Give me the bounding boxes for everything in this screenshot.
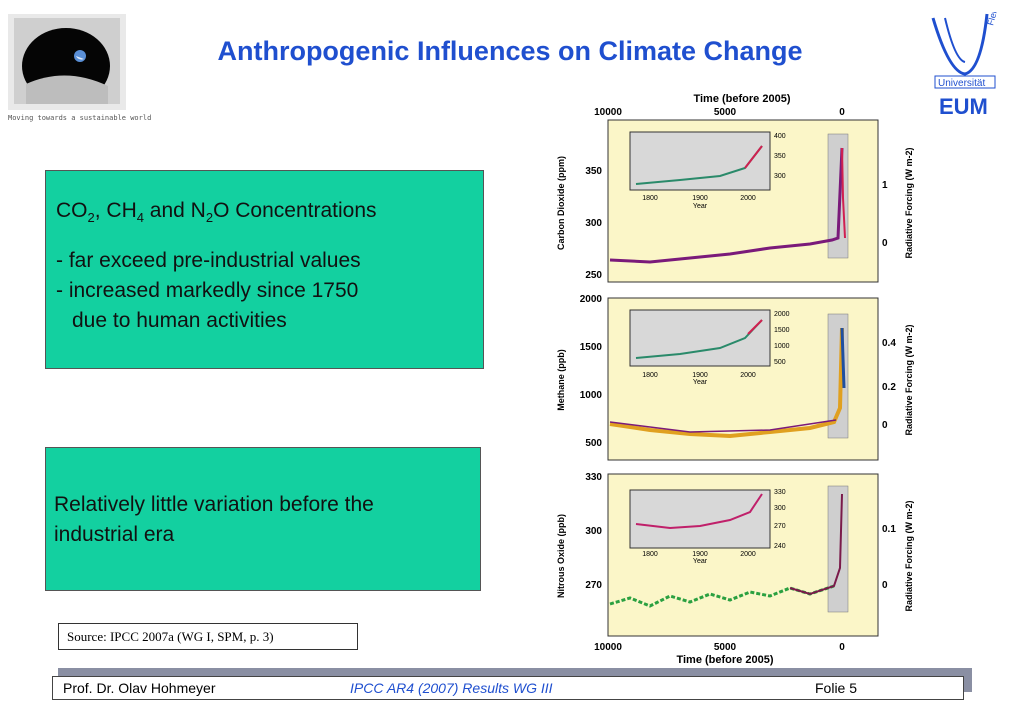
bottom-tick-10000: 10000 (594, 642, 622, 653)
svg-text:330: 330 (585, 472, 602, 483)
bottom-tick-0: 0 (839, 642, 845, 653)
top-axis-title: Time (before 2005) (693, 93, 790, 105)
n2o-rlabel: Radiative Forcing (W m-2) (904, 500, 914, 611)
n2o-panel: Nitrous Oxide (ppb) 330 300 270 0.1 0 Ra… (556, 472, 914, 637)
bullet-line-1: - far exceed pre-industrial values (56, 249, 361, 272)
svg-text:270: 270 (585, 580, 602, 591)
svg-text:350: 350 (585, 166, 602, 177)
logo-text-eum: EUM (939, 94, 988, 119)
svg-text:1500: 1500 (580, 342, 603, 353)
top-tick-5000: 5000 (714, 107, 737, 118)
svg-text:350: 350 (774, 153, 786, 160)
bottom-tick-5000: 5000 (714, 642, 737, 653)
methane-rlabel: Radiative Forcing (W m-2) (904, 324, 914, 435)
svg-text:300: 300 (774, 173, 786, 180)
svg-text:1800: 1800 (642, 551, 658, 558)
svg-text:0.2: 0.2 (882, 382, 896, 393)
svg-text:1000: 1000 (774, 343, 790, 350)
svg-text:Year: Year (693, 203, 708, 210)
n2o-ylabel: Nitrous Oxide (ppb) (556, 514, 566, 598)
svg-text:Year: Year (693, 379, 708, 386)
svg-text:0.4: 0.4 (882, 338, 896, 349)
logo-caption: Moving towards a sustainable world (8, 114, 152, 122)
svg-text:1800: 1800 (642, 372, 658, 379)
svg-text:270: 270 (774, 523, 786, 530)
logo-text-universitaet: Universität (938, 78, 985, 89)
svg-text:500: 500 (585, 438, 602, 449)
ipcc-figure: Time (before 2005) 10000 5000 0 Carbon D… (550, 88, 920, 668)
svg-text:1000: 1000 (580, 390, 603, 401)
svg-text:1900: 1900 (692, 372, 708, 379)
footer-bar: Prof. Dr. Olav Hohmeyer IPCC AR4 (2007) … (52, 676, 964, 700)
svg-text:2000: 2000 (740, 372, 756, 379)
earth-logo (8, 14, 126, 110)
methane-ylabel: Methane (ppb) (556, 349, 566, 411)
co2-ylabel: Carbon Dioxide (ppm) (556, 156, 566, 250)
svg-text:400: 400 (774, 133, 786, 140)
svg-text:2000: 2000 (740, 551, 756, 558)
logo-text-flensburg: Flensburg (985, 12, 1005, 27)
source-note: Source: IPCC 2007a (WG I, SPM, p. 3) (58, 623, 358, 650)
page-title: Anthropogenic Influences on Climate Chan… (217, 36, 803, 66)
svg-text:0: 0 (882, 420, 888, 431)
svg-text:0: 0 (882, 238, 888, 249)
co2-rlabel: Radiative Forcing (W m-2) (904, 147, 914, 258)
svg-text:1800: 1800 (642, 195, 658, 202)
svg-text:300: 300 (585, 218, 602, 229)
top-tick-0: 0 (839, 107, 845, 118)
concentrations-heading: CO2, CH4 and N2O Concentrations (56, 199, 377, 226)
svg-text:300: 300 (585, 526, 602, 537)
top-tick-10000: 10000 (594, 107, 622, 118)
svg-text:1: 1 (882, 180, 888, 191)
svg-text:300: 300 (774, 505, 786, 512)
svg-text:Year: Year (693, 558, 708, 565)
svg-text:2000: 2000 (740, 195, 756, 202)
footer-author: Prof. Dr. Olav Hohmeyer (63, 680, 216, 696)
methane-panel: Methane (ppb) 2000 1500 1000 500 0.4 0.2… (556, 294, 914, 461)
svg-text:330: 330 (774, 489, 786, 496)
bullet-line-3: due to human activities (72, 309, 287, 332)
svg-text:1500: 1500 (774, 327, 790, 334)
variation-text: Relatively little variation before the i… (54, 493, 374, 546)
svg-text:1900: 1900 (692, 195, 708, 202)
concentrations-box: CO2, CH4 and N2O Concentrations - far ex… (45, 170, 484, 369)
bullet-line-2: - increased markedly since 1750 (56, 279, 359, 302)
bottom-axis-title: Time (before 2005) (676, 654, 773, 666)
svg-text:500: 500 (774, 359, 786, 366)
footer-slide-number: Folie 5 (815, 680, 858, 696)
variation-box: Relatively little variation before the i… (45, 447, 481, 591)
svg-text:250: 250 (585, 270, 602, 281)
svg-text:0: 0 (882, 580, 888, 591)
svg-text:240: 240 (774, 543, 786, 550)
footer-center: IPCC AR4 (2007) Results WG III (350, 680, 553, 696)
svg-text:0.1: 0.1 (882, 524, 896, 535)
svg-text:2000: 2000 (774, 311, 790, 318)
university-logo: Flensburg Universität EUM (925, 0, 1005, 122)
svg-text:1900: 1900 (692, 551, 708, 558)
svg-text:2000: 2000 (580, 294, 603, 305)
co2-panel: Carbon Dioxide (ppm) 350 300 250 1 0 Rad… (556, 119, 914, 283)
